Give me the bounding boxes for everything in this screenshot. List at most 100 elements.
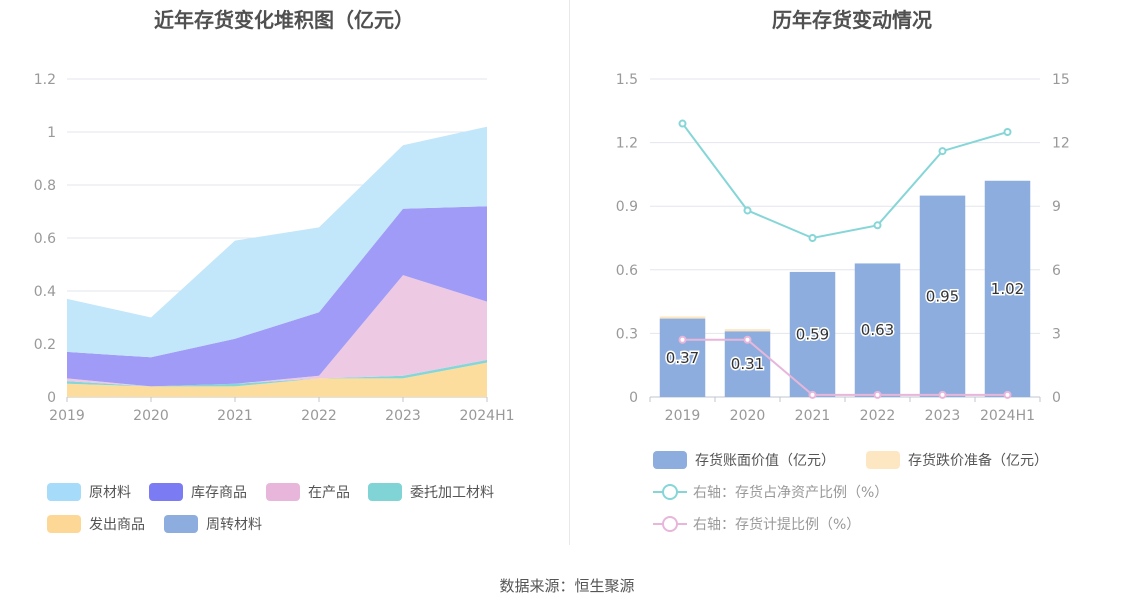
y-tick-label: 0 [47, 390, 56, 406]
legend-label: 发出商品 [89, 517, 145, 533]
x-tick-label: 2022 [860, 408, 896, 424]
legend-swatch [266, 483, 300, 501]
x-tick-label: 2020 [730, 408, 766, 424]
legend-line-symbol [653, 515, 687, 533]
legend-label: 存货跌价准备（亿元） [908, 453, 1048, 469]
x-tick-label: 2024H1 [980, 408, 1035, 424]
bar-book-value [919, 195, 966, 397]
area-series [67, 275, 487, 387]
area-series [67, 362, 487, 397]
left-y-tick-label: 0.6 [616, 263, 638, 279]
left-y-tick-label: 0.3 [616, 326, 638, 342]
stacked-area-chart: 0 0.2 0.4 0.6 0.8 1 1.2 2019 2020 2021 2022 2023 202… [34, 72, 515, 424]
left-y-tick-label: 0.9 [616, 199, 638, 215]
right-y-tick-label: 0 [1052, 390, 1061, 406]
provision-ratio-point [743, 335, 752, 344]
x-tick-label: 2022 [301, 408, 337, 424]
net-assets-ratio-point [873, 221, 882, 230]
net-assets-ratio-point [1003, 128, 1012, 136]
provision-ratio-point [938, 390, 947, 399]
legend-label: 库存商品 [191, 485, 247, 501]
legend-item[interactable]: 库存商品 [149, 482, 247, 502]
provision-ratio-point [873, 390, 882, 399]
right-y-tick-label: 9 [1052, 199, 1061, 215]
net-assets-ratio-line [681, 122, 1008, 240]
right-y-tick-label: 15 [1052, 72, 1070, 88]
legend-label: 右轴：存货占净资产比例（%） [693, 485, 889, 501]
x-tick-label: 2021 [217, 408, 253, 424]
panel-divider [569, 0, 570, 545]
legend-item[interactable]: 在产品 [266, 482, 350, 502]
provision-ratio-point [808, 390, 817, 399]
bar-impairment [724, 329, 771, 332]
x-tick-label: 2020 [133, 408, 169, 424]
legend-swatch [164, 515, 198, 533]
bar-book-value [789, 271, 836, 397]
x-tick-label: 2023 [925, 408, 961, 424]
legend-item[interactable]: 存货账面价值（亿元） [653, 450, 835, 470]
legend-label: 委托加工材料 [410, 485, 494, 501]
x-tick-label: 2019 [665, 408, 701, 424]
y-tick-label: 1 [47, 125, 56, 141]
net-assets-ratio-point [938, 147, 947, 156]
legend-label: 在产品 [308, 485, 350, 501]
area-series [67, 126, 487, 358]
legend-swatch [47, 483, 81, 501]
bar-data-label: 0.63 [861, 321, 894, 339]
left-y-tick-label: 1.2 [616, 136, 638, 152]
legend-label: 周转材料 [206, 517, 262, 533]
left-y-tick-label: 1.5 [616, 72, 638, 88]
y-tick-label: 0.6 [34, 231, 56, 247]
x-tick-label: 2023 [385, 408, 421, 424]
bar-data-label: 0.95 [926, 287, 959, 305]
provision-ratio-line [682, 338, 1008, 396]
x-tick-label: 2024H1 [459, 408, 514, 424]
right-y-tick-label: 12 [1052, 136, 1070, 152]
bar-book-value [854, 263, 901, 397]
legend-item[interactable]: 周转材料 [164, 514, 262, 534]
stacked-area-chart-panel: 近年存货变化堆积图（亿元） 0 0.2 0.4 0.6 0.8 1 1.2 2019 2020 2… [0, 0, 568, 545]
left-y-tick-label: 0 [629, 390, 638, 406]
bar-impairment [659, 316, 706, 319]
legend-item[interactable]: 委托加工材料 [368, 482, 494, 502]
legend-swatch [368, 483, 402, 501]
bar-line-chart-panel: 历年存货变动情况 0 0.3 0.6 0.9 1.2 1.5 0 3 6 9 12 15 2019 202… [570, 0, 1134, 545]
legend-line-symbol [653, 483, 687, 501]
legend-label: 右轴：存货计提比例（%） [693, 517, 861, 533]
legend-label: 存货账面价值（亿元） [695, 453, 835, 469]
legend-item[interactable]: 原材料 [47, 482, 131, 502]
bar-line-chart: 0 0.3 0.6 0.9 1.2 1.5 0 3 6 9 12 15 2019 2020 2021 2022… [616, 72, 1070, 424]
x-tick-label: 2021 [795, 408, 831, 424]
legend-item[interactable]: 右轴：存货占净资产比例（%） [653, 482, 888, 502]
data-source: 数据来源：恒生聚源 [499, 577, 635, 595]
legend-label: 原材料 [89, 485, 131, 501]
right-y-tick-label: 3 [1052, 326, 1061, 342]
provision-ratio-point [1003, 390, 1012, 399]
area-series [67, 206, 487, 387]
y-tick-label: 1.2 [34, 72, 56, 88]
legend-item[interactable]: 存货跌价准备（亿元） [866, 450, 1048, 470]
net-assets-ratio-point [808, 234, 817, 242]
net-assets-ratio-point [678, 119, 687, 128]
legend-swatch [149, 483, 183, 501]
right-chart-title: 历年存货变动情况 [772, 8, 932, 32]
legend-item[interactable]: 发出商品 [47, 514, 145, 534]
provision-ratio-point [678, 335, 687, 344]
bar-data-label: 0.59 [796, 325, 829, 343]
right-y-tick-label: 6 [1052, 263, 1061, 279]
bar-data-label: 1.02 [991, 280, 1024, 298]
legend-swatch [47, 515, 81, 533]
net-assets-ratio-point [743, 206, 752, 215]
legend-swatch [653, 451, 687, 469]
bar-data-label: 0.37 [666, 349, 699, 367]
y-tick-label: 0.8 [34, 178, 56, 194]
bar-data-label: 0.31 [731, 355, 764, 373]
left-chart-title: 近年存货变化堆积图（亿元） [154, 8, 414, 32]
bar-book-value [984, 180, 1031, 397]
legend-item[interactable]: 右轴：存货计提比例（%） [653, 514, 860, 534]
y-tick-label: 0.4 [34, 284, 56, 300]
bar-book-value [659, 318, 706, 397]
y-tick-label: 0.2 [34, 337, 56, 353]
x-tick-label: 2019 [49, 408, 85, 424]
legend-swatch [866, 451, 900, 469]
